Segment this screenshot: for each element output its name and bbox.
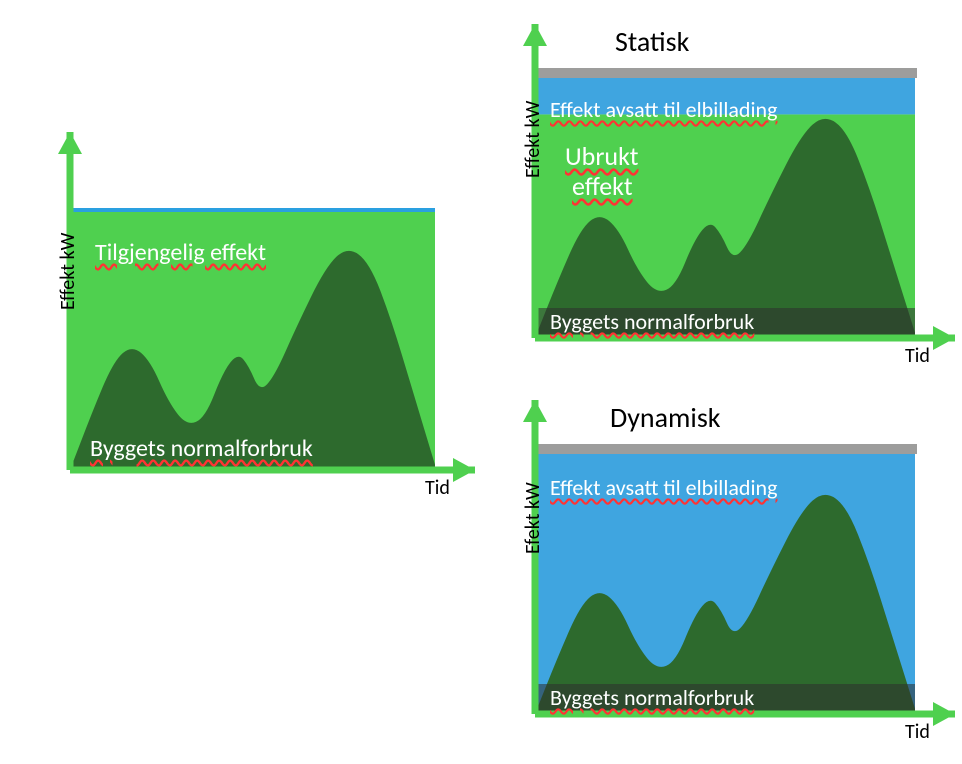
- canvas: Tilgjengelig effekt Byggets normalforbruk…: [0, 0, 962, 761]
- top-capacity-bar: [533, 444, 917, 454]
- chart-available-effect: Tilgjengelig effekt Byggets normalforbruk…: [25, 150, 495, 520]
- label-available: Tilgjengelig effekt: [95, 238, 266, 267]
- label-ev: Effekt avsatt til elbillading: [550, 96, 777, 123]
- top-capacity-bar: [533, 68, 917, 78]
- chart-svg: [25, 150, 495, 520]
- label-usage: Byggets normalforbruk: [550, 308, 754, 335]
- label-ev: Effekt avsatt til elbillading: [550, 474, 777, 501]
- label-unused1: Ubrukt: [565, 140, 638, 172]
- chart-dynamic-allocation: Effekt avsatt til elbillading Byggets nor…: [490, 424, 962, 764]
- chart-static-allocation: Effekt avsatt til elbillading Ubrukteffek…: [490, 48, 962, 388]
- label-usage: Byggets normalforbruk: [90, 434, 313, 463]
- chart-title: Statisk: [615, 24, 689, 59]
- y-axis-label: Effekt kW: [56, 233, 80, 310]
- label-usage: Byggets normalforbruk: [550, 684, 754, 711]
- y-axis-label: Efekt kW: [521, 482, 545, 554]
- x-axis-label: Tid: [425, 476, 450, 500]
- chart-title: Dynamisk: [610, 400, 721, 435]
- label-unused2: effekt: [572, 170, 633, 202]
- x-axis-label: Tid: [905, 720, 930, 744]
- y-axis-label: Effekt kW: [521, 101, 545, 178]
- x-axis-label: Tid: [905, 344, 930, 368]
